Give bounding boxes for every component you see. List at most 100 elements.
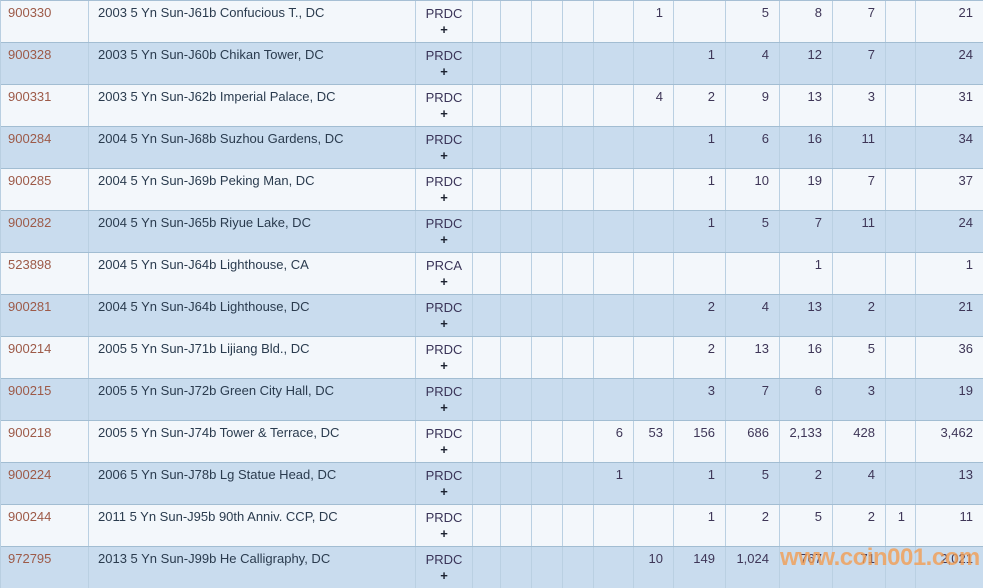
expand-plus-icon[interactable]: + bbox=[440, 358, 448, 373]
item-id-link[interactable]: 523898 bbox=[1, 253, 89, 294]
item-description: 2004 5 Yn Sun-J69b Peking Man, DC bbox=[89, 169, 416, 210]
expand-plus-icon[interactable]: + bbox=[440, 484, 448, 499]
expand-plus-icon[interactable]: + bbox=[440, 190, 448, 205]
total-cell: 19 bbox=[916, 379, 983, 420]
count-cell: 6 bbox=[594, 421, 634, 462]
grade-type-label: PRDC bbox=[425, 48, 463, 63]
item-id-link[interactable]: 900285 bbox=[1, 169, 89, 210]
grade-type-label: PRDC bbox=[425, 216, 463, 231]
grade-type-label: PRDC bbox=[425, 552, 463, 567]
count-cell: 11 bbox=[833, 211, 886, 252]
grade-type-cell: PRDC + bbox=[416, 43, 473, 84]
count-cell bbox=[594, 379, 634, 420]
count-cell bbox=[473, 211, 501, 252]
grade-type-cell: PRDC + bbox=[416, 463, 473, 504]
item-id-link[interactable]: 972795 bbox=[1, 547, 89, 588]
count-cell: 2 bbox=[674, 85, 726, 126]
total-cell: 11 bbox=[916, 505, 983, 546]
count-cell bbox=[563, 295, 594, 336]
count-cell bbox=[674, 1, 726, 42]
item-id-link[interactable]: 900281 bbox=[1, 295, 89, 336]
table-row: 900215 2005 5 Yn Sun-J72b Green City Hal… bbox=[1, 379, 983, 421]
count-cell: 4 bbox=[726, 295, 780, 336]
item-id-link[interactable]: 900284 bbox=[1, 127, 89, 168]
expand-plus-icon[interactable]: + bbox=[440, 442, 448, 457]
count-cell: 5 bbox=[780, 505, 833, 546]
grade-type-cell: PRCA + bbox=[416, 253, 473, 294]
count-cell bbox=[563, 211, 594, 252]
grade-type-cell: PRDC + bbox=[416, 379, 473, 420]
count-cell: 3 bbox=[833, 85, 886, 126]
item-id-link[interactable]: 900215 bbox=[1, 379, 89, 420]
count-cell: 2 bbox=[833, 505, 886, 546]
item-id-link[interactable]: 900330 bbox=[1, 1, 89, 42]
count-cell bbox=[634, 463, 674, 504]
count-cell bbox=[501, 295, 532, 336]
total-cell: 24 bbox=[916, 211, 983, 252]
count-cell: 1 bbox=[674, 211, 726, 252]
expand-plus-icon[interactable]: + bbox=[440, 232, 448, 247]
count-cell bbox=[501, 169, 532, 210]
count-cell: 71 bbox=[833, 547, 886, 588]
total-cell: 21 bbox=[916, 1, 983, 42]
expand-plus-icon[interactable]: + bbox=[440, 106, 448, 121]
expand-plus-icon[interactable]: + bbox=[440, 274, 448, 289]
count-cell: 1 bbox=[674, 169, 726, 210]
count-cell: 13 bbox=[780, 295, 833, 336]
count-cell: 4 bbox=[634, 85, 674, 126]
count-cell bbox=[532, 85, 563, 126]
count-cell: 1 bbox=[634, 1, 674, 42]
count-cell: 1 bbox=[674, 127, 726, 168]
item-id-link[interactable]: 900218 bbox=[1, 421, 89, 462]
count-cell: 156 bbox=[674, 421, 726, 462]
item-description: 2004 5 Yn Sun-J65b Riyue Lake, DC bbox=[89, 211, 416, 252]
count-cell bbox=[473, 547, 501, 588]
table-row: 900331 2003 5 Yn Sun-J62b Imperial Palac… bbox=[1, 85, 983, 127]
count-cell: 3 bbox=[833, 379, 886, 420]
count-cell bbox=[473, 127, 501, 168]
count-cell: 8 bbox=[780, 1, 833, 42]
grade-type-label: PRDC bbox=[425, 132, 463, 147]
count-cell bbox=[634, 43, 674, 84]
expand-plus-icon[interactable]: + bbox=[440, 64, 448, 79]
count-cell bbox=[563, 463, 594, 504]
count-cell bbox=[634, 295, 674, 336]
count-cell: 1 bbox=[886, 505, 916, 546]
count-cell bbox=[886, 379, 916, 420]
count-cell: 10 bbox=[634, 547, 674, 588]
expand-plus-icon[interactable]: + bbox=[440, 400, 448, 415]
count-cell bbox=[501, 421, 532, 462]
count-cell bbox=[501, 211, 532, 252]
item-id-link[interactable]: 900331 bbox=[1, 85, 89, 126]
item-id-link[interactable]: 900244 bbox=[1, 505, 89, 546]
count-cell: 13 bbox=[726, 337, 780, 378]
count-cell bbox=[886, 169, 916, 210]
count-cell bbox=[674, 253, 726, 294]
expand-plus-icon[interactable]: + bbox=[440, 526, 448, 541]
grade-type-label: PRDC bbox=[425, 6, 463, 21]
expand-plus-icon[interactable]: + bbox=[440, 148, 448, 163]
grade-type-label: PRDC bbox=[425, 510, 463, 525]
total-cell: 1 bbox=[916, 253, 983, 294]
item-id-link[interactable]: 900224 bbox=[1, 463, 89, 504]
count-cell bbox=[886, 463, 916, 504]
item-id-link[interactable]: 900214 bbox=[1, 337, 89, 378]
count-cell bbox=[886, 337, 916, 378]
count-cell: 1 bbox=[674, 43, 726, 84]
count-cell bbox=[501, 379, 532, 420]
count-cell bbox=[594, 43, 634, 84]
count-cell bbox=[532, 379, 563, 420]
grade-type-cell: PRDC + bbox=[416, 547, 473, 588]
count-cell bbox=[501, 43, 532, 84]
expand-plus-icon[interactable]: + bbox=[440, 568, 448, 583]
grade-type-label: PRDC bbox=[425, 90, 463, 105]
count-cell bbox=[594, 295, 634, 336]
expand-plus-icon[interactable]: + bbox=[440, 22, 448, 37]
expand-plus-icon[interactable]: + bbox=[440, 316, 448, 331]
item-id-link[interactable]: 900282 bbox=[1, 211, 89, 252]
item-id-link[interactable]: 900328 bbox=[1, 43, 89, 84]
grade-type-cell: PRDC + bbox=[416, 85, 473, 126]
count-cell bbox=[563, 379, 594, 420]
count-cell bbox=[563, 85, 594, 126]
